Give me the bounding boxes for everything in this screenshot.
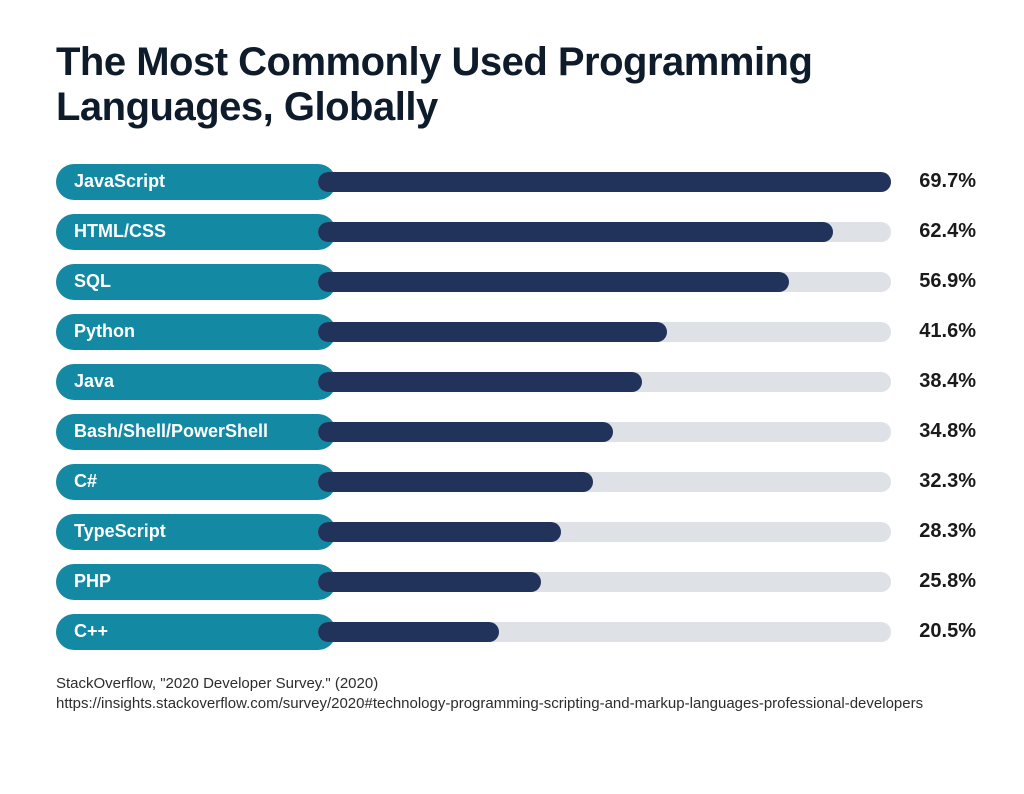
- bar-cell: [336, 514, 898, 550]
- value-label: 62.4%: [898, 220, 976, 243]
- label-pill: SQL: [56, 264, 336, 300]
- bar-fill: [318, 272, 789, 292]
- bar-fill: [318, 422, 613, 442]
- bar-cell: [336, 214, 898, 250]
- bar-fill: [318, 372, 642, 392]
- value-label: 69.7%: [898, 170, 976, 193]
- label-text: Python: [56, 321, 135, 342]
- value-label: 28.3%: [898, 520, 976, 543]
- label-pill: HTML/CSS: [56, 214, 336, 250]
- label-cell: HTML/CSS: [56, 214, 336, 250]
- label-cell: Bash/Shell/PowerShell: [56, 414, 336, 450]
- chart-row: PHP 25.8%: [56, 564, 976, 600]
- label-pill: Python: [56, 314, 336, 350]
- bar-cell: [336, 464, 898, 500]
- label-pill: PHP: [56, 564, 336, 600]
- label-text: PHP: [56, 571, 111, 592]
- label-pill: Bash/Shell/PowerShell: [56, 414, 336, 450]
- chart-row: Bash/Shell/PowerShell 34.8%: [56, 414, 976, 450]
- label-text: Bash/Shell/PowerShell: [56, 421, 268, 442]
- label-pill: C++: [56, 614, 336, 650]
- chart-rows: JavaScript 69.7% HTML/CSS 62.4% SQL 56.9% Pyth…: [56, 164, 976, 650]
- source-citation: StackOverflow, "2020 Developer Survey." …: [56, 674, 976, 715]
- value-label: 32.3%: [898, 470, 976, 493]
- label-pill: C#: [56, 464, 336, 500]
- bar-cell: [336, 364, 898, 400]
- chart-row: C# 32.3%: [56, 464, 976, 500]
- bar-cell: [336, 614, 898, 650]
- value-label: 25.8%: [898, 570, 976, 593]
- bar-cell: [336, 314, 898, 350]
- value-label: 38.4%: [898, 370, 976, 393]
- bar-fill: [318, 522, 561, 542]
- label-text: C#: [56, 471, 97, 492]
- chart-row: HTML/CSS 62.4%: [56, 214, 976, 250]
- label-text: HTML/CSS: [56, 221, 166, 242]
- chart-row: Python 41.6%: [56, 314, 976, 350]
- source-line-2: https://insights.stackoverflow.com/surve…: [56, 694, 976, 714]
- bar-fill: [318, 172, 891, 192]
- label-cell: SQL: [56, 264, 336, 300]
- chart-row: SQL 56.9%: [56, 264, 976, 300]
- value-label: 41.6%: [898, 320, 976, 343]
- label-cell: C#: [56, 464, 336, 500]
- label-text: C++: [56, 621, 108, 642]
- bar-fill: [318, 572, 541, 592]
- bar-cell: [336, 564, 898, 600]
- label-text: TypeScript: [56, 521, 166, 542]
- label-cell: JavaScript: [56, 164, 336, 200]
- label-cell: Java: [56, 364, 336, 400]
- label-pill: JavaScript: [56, 164, 336, 200]
- source-line-1: StackOverflow, "2020 Developer Survey." …: [56, 674, 976, 694]
- bar-fill: [318, 622, 499, 642]
- value-label: 20.5%: [898, 620, 976, 643]
- value-label: 34.8%: [898, 420, 976, 443]
- chart-row: C++ 20.5%: [56, 614, 976, 650]
- chart-row: JavaScript 69.7%: [56, 164, 976, 200]
- bar-fill: [318, 322, 667, 342]
- chart-container: The Most Commonly Used Programming Langu…: [0, 0, 1024, 744]
- label-pill: Java: [56, 364, 336, 400]
- value-label: 56.9%: [898, 270, 976, 293]
- bar-fill: [318, 222, 833, 242]
- label-pill: TypeScript: [56, 514, 336, 550]
- label-cell: C++: [56, 614, 336, 650]
- bar-cell: [336, 164, 898, 200]
- label-text: Java: [56, 371, 114, 392]
- chart-row: TypeScript 28.3%: [56, 514, 976, 550]
- bar-cell: [336, 264, 898, 300]
- label-text: JavaScript: [56, 171, 165, 192]
- bar-cell: [336, 414, 898, 450]
- bar-fill: [318, 472, 593, 492]
- label-text: SQL: [56, 271, 111, 292]
- label-cell: TypeScript: [56, 514, 336, 550]
- label-cell: Python: [56, 314, 336, 350]
- chart-row: Java 38.4%: [56, 364, 976, 400]
- chart-title: The Most Commonly Used Programming Langu…: [56, 40, 976, 130]
- label-cell: PHP: [56, 564, 336, 600]
